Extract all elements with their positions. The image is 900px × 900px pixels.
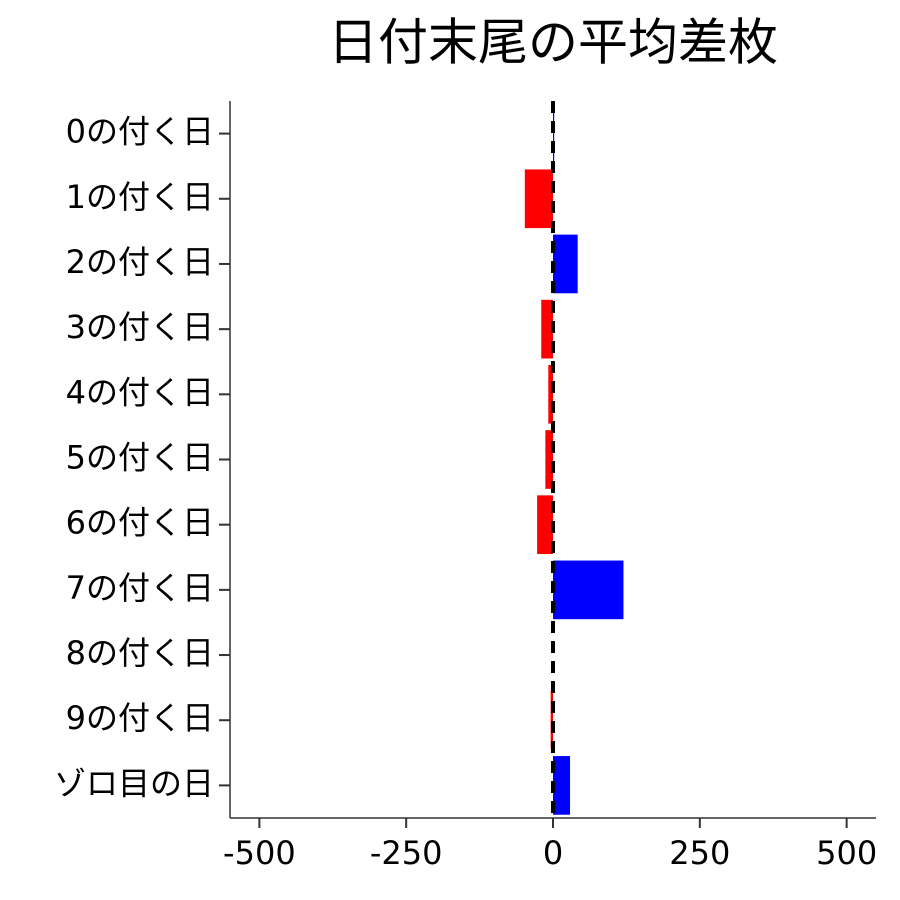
bar [545, 430, 553, 489]
y-tick-label: 2の付く日 [66, 243, 214, 281]
x-tick-label: 250 [669, 834, 730, 872]
bar [553, 104, 555, 163]
y-tick-label: 9の付く日 [66, 699, 214, 737]
y-tick-label: 5の付く日 [66, 439, 214, 477]
bar [553, 234, 578, 294]
y-tick-label: 7の付く日 [66, 569, 214, 607]
x-tick-label: -500 [223, 834, 296, 872]
bar [553, 756, 571, 815]
x-tick-label: -250 [370, 834, 443, 872]
y-tick-label: 1の付く日 [66, 178, 214, 216]
x-tick-label: 0 [543, 834, 563, 872]
y-tick-label: ゾロ目の日 [54, 764, 214, 802]
bar [537, 495, 553, 555]
bar [548, 364, 553, 424]
bar [524, 169, 553, 229]
bar [553, 560, 624, 620]
chart-title: 日付末尾の平均差枚 [328, 14, 778, 72]
y-tick-label: 8の付く日 [66, 634, 214, 672]
y-tick-label: 3の付く日 [66, 308, 214, 346]
bar [541, 299, 553, 359]
y-tick-label: 0の付く日 [66, 113, 214, 151]
x-tick-label: 500 [816, 834, 877, 872]
y-tick-label: 6の付く日 [66, 504, 214, 542]
bar [550, 690, 553, 750]
y-tick-label: 4の付く日 [66, 373, 214, 411]
